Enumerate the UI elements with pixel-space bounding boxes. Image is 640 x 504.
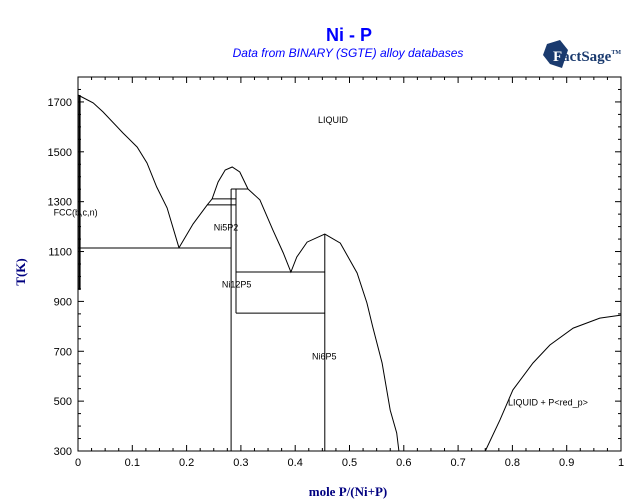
x-axis-label: mole P/(Ni+P) — [309, 484, 388, 499]
x-tick-label: 0.2 — [179, 457, 194, 469]
phase-label: FCC(b,c,n) — [54, 208, 98, 218]
y-axis-label: T(K) — [13, 258, 28, 285]
phase-line-ni5p2-liquidus — [178, 166, 249, 249]
plot-frame — [77, 76, 622, 452]
y-tick-label: 500 — [54, 396, 72, 408]
phase-label: Ni5P2 — [214, 223, 239, 233]
logo-emblem — [543, 40, 568, 68]
phase-line-p-liquidus — [484, 314, 622, 452]
x-tick-label: 0.4 — [288, 457, 303, 469]
plot-area: 0 0.1 0.2 0.3 0.4 0.5 0.6 0.7 0.8 0.9 130050070090… — [48, 76, 624, 469]
chart-subtitle: Data from BINARY (SGTE) alloy databases — [233, 46, 464, 60]
y-tick-label: 700 — [54, 346, 72, 358]
x-tick-label: 0.9 — [559, 457, 574, 469]
y-tick-label: 300 — [54, 446, 72, 458]
phase-label: LIQUID — [318, 115, 349, 125]
y-tick-label: 1100 — [48, 247, 72, 259]
y-tick-label: 1300 — [48, 197, 72, 209]
factsage-logo: FactSageTM — [543, 40, 621, 68]
x-tick-label: 0 — [75, 457, 81, 469]
x-tick-label: 0.8 — [505, 457, 520, 469]
logo-text: FactSageTM — [553, 49, 621, 65]
y-tick-label: 1500 — [48, 147, 72, 159]
phase-label: Ni6P5 — [312, 352, 337, 362]
x-tick-label: 0.7 — [450, 457, 465, 469]
x-tick-label: 0.1 — [125, 457, 140, 469]
phase-label: LIQUID + P<red_p> — [508, 397, 588, 407]
y-tick-label: 1700 — [48, 97, 72, 109]
phase-label: Ni12P5 — [222, 280, 252, 290]
y-tick-label: 900 — [54, 296, 72, 308]
phase-line-ni12p5-ni6p5-liquidus — [247, 188, 400, 452]
x-tick-label: 1 — [618, 457, 624, 469]
phase-line-ni-liquidus — [77, 94, 180, 248]
x-tick-label: 0.3 — [233, 457, 248, 469]
x-tick-label: 0.5 — [342, 457, 357, 469]
x-tick-label: 0.6 — [396, 457, 411, 469]
chart-title: Ni - P — [326, 25, 372, 45]
